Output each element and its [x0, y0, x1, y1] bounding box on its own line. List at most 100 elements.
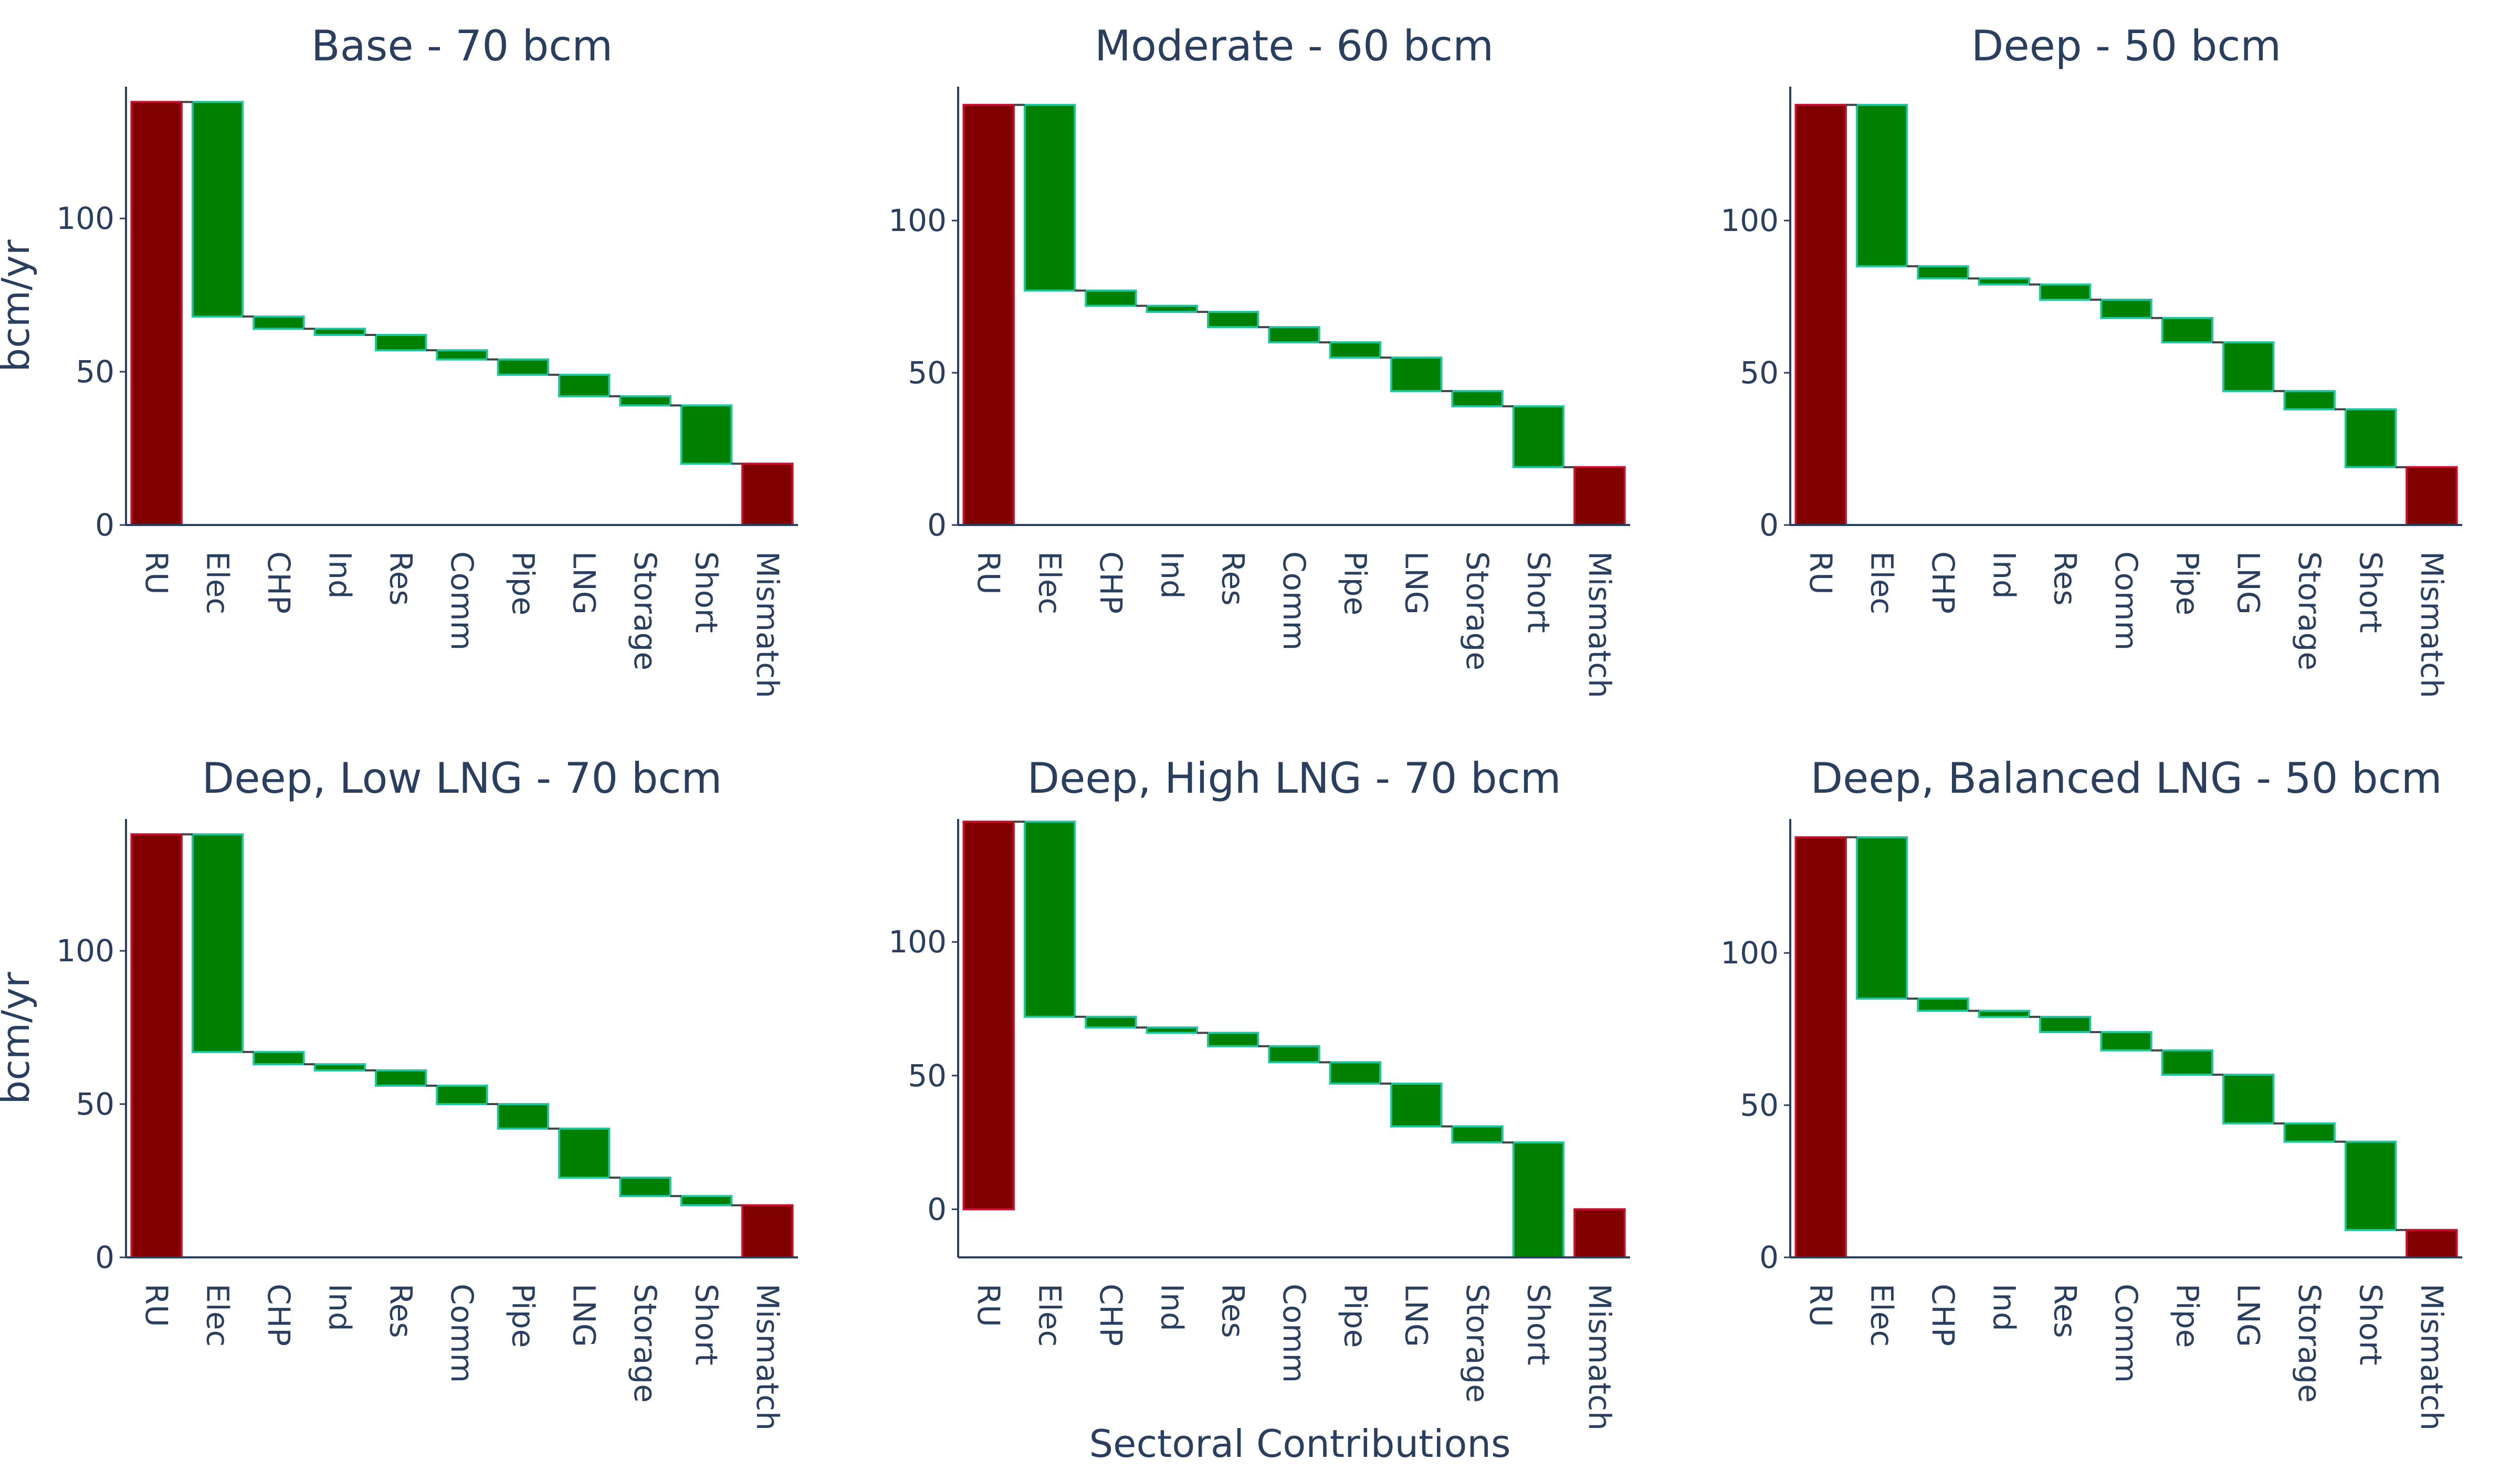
x-tick-label: Short [2353, 551, 2388, 633]
total-bar [1794, 836, 1847, 1258]
total-bar [1794, 103, 1847, 526]
decrease-bar [1855, 836, 1908, 1000]
decrease-bar [2161, 1049, 2214, 1076]
total-bar [741, 1204, 794, 1259]
chart-title: Base - 70 bcm [311, 22, 613, 70]
decrease-bar [2039, 1015, 2092, 1033]
decrease-bar [2100, 298, 2152, 319]
x-tick-label: Ind [1986, 551, 2022, 599]
x-tick-label: LNG [2231, 551, 2266, 615]
total-bar [741, 463, 794, 527]
decrease-bar [2039, 283, 2092, 301]
decrease-bar [1390, 1083, 1443, 1128]
chart-title: Moderate - 60 bcm [1095, 22, 1494, 70]
x-tick-label: Mismatch [750, 1284, 785, 1431]
x-tick-label: Ind [1986, 1284, 2022, 1331]
x-tick-label: Short [688, 551, 724, 633]
chart-panels: Base - 70 bcm bcm/yr 0 50 100 RU Elec CHP Ind Res… [0, 22, 2462, 1431]
decrease-bar [1978, 277, 2030, 286]
total-bar [962, 103, 1015, 526]
x-tick-label: Elec [1864, 1284, 1900, 1347]
decrease-bar [1206, 1032, 1259, 1047]
x-tick-label: Mismatch [1582, 551, 1618, 698]
decrease-bar [2222, 341, 2275, 392]
x-tick-label: Ind [1154, 551, 1190, 599]
decrease-bar [1023, 103, 1076, 292]
x-tick-label: Comm [2108, 551, 2144, 650]
x-tick-label: Mismatch [1582, 1284, 1618, 1431]
y-tick-label: 0 [927, 507, 947, 543]
y-tick-label: 0 [95, 1240, 114, 1275]
x-tick-label: RU [139, 1284, 174, 1327]
x-tick-label: RU [139, 551, 174, 595]
chart-panel: Base - 70 bcm bcm/yr 0 50 100 RU Elec CHP Ind Res… [0, 22, 798, 698]
x-tick-label: LNG [1399, 1284, 1434, 1347]
x-tick-label: LNG [2231, 1284, 2266, 1347]
x-tick-label: CHP [1093, 1284, 1129, 1346]
decrease-bar [2161, 317, 2214, 344]
y-tick-label: 0 [927, 1191, 947, 1227]
x-tick-label: Elec [1032, 551, 1068, 614]
total-bar [2406, 466, 2458, 527]
decrease-bar [1146, 1026, 1198, 1034]
x-tick-label: Elec [1032, 1284, 1068, 1347]
decrease-bar [1329, 1061, 1382, 1085]
x-tick-label: Elec [1864, 551, 1900, 614]
x-tick-label: Short [688, 1284, 724, 1366]
y-tick-label: 0 [95, 507, 114, 543]
x-tick-label: Storage [2292, 1284, 2327, 1403]
total-bar [130, 833, 183, 1258]
x-tick-label: Pipe [2169, 551, 2205, 615]
chart-panel: Deep - 50 bcm 0 50 100 RU Elec CHP Ind Res Comm Pi… [1720, 22, 2462, 698]
decrease-bar [1023, 821, 1076, 1018]
chart-panel: Deep, Low LNG - 70 bcm bcm/yr 0 50 100 RU Elec… [0, 754, 798, 1431]
chart-panel: Moderate - 60 bcm 0 50 100 RU Elec CHP Ind Res Co… [888, 22, 1630, 698]
chart-title: Deep - 50 bcm [1971, 22, 2281, 70]
x-tick-label: Mismatch [2414, 551, 2450, 698]
x-tick-label: Ind [322, 551, 358, 599]
x-tick-label: RU [971, 1284, 1006, 1327]
y-tick-label: 50 [76, 354, 114, 390]
decrease-bar [1085, 289, 1137, 307]
x-tick-label: Pipe [1337, 1284, 1373, 1348]
x-tick-label: Short [1520, 1284, 1556, 1366]
y-tick-label: 100 [888, 924, 947, 960]
decrease-bar [253, 1051, 305, 1066]
decrease-bar [1512, 1141, 1565, 1259]
decrease-bar [1451, 1125, 1504, 1144]
decrease-bar [313, 1063, 366, 1072]
y-axis-title: bcm/yr [0, 239, 38, 372]
decrease-bar [558, 1127, 611, 1179]
decrease-bar [619, 395, 671, 407]
y-tick-label: 100 [1720, 935, 1779, 971]
x-tick-label: Storage [2292, 551, 2327, 670]
decrease-bar [2222, 1074, 2275, 1125]
decrease-bar [1085, 1015, 1137, 1029]
x-tick-label: CHP [261, 551, 297, 614]
chart-title: Deep, Low LNG - 70 bcm [202, 754, 722, 803]
x-tick-label: LNG [566, 1284, 602, 1347]
x-tick-label: Res [2048, 551, 2083, 606]
y-tick-label: 50 [1740, 1087, 1779, 1123]
decrease-bar [1917, 265, 1969, 280]
decrease-bar [1329, 341, 1382, 359]
x-tick-label: Pipe [2169, 1284, 2205, 1348]
x-tick-label: LNG [1399, 551, 1434, 615]
chart-panel: Deep, Balanced LNG - 50 bcm 0 50 100 RU Elec C… [1720, 754, 2462, 1431]
x-tick-label: Comm [1276, 1284, 1312, 1383]
decrease-bar [1978, 1010, 2030, 1018]
x-tick-label: Elec [200, 551, 236, 614]
x-tick-label: CHP [261, 1284, 297, 1346]
y-tick-label: 50 [908, 1058, 947, 1094]
y-tick-label: 100 [1720, 203, 1779, 238]
decrease-bar [497, 1103, 550, 1130]
y-tick-label: 50 [76, 1086, 114, 1122]
chart-title: Deep, Balanced LNG - 50 bcm [1810, 754, 2442, 803]
decrease-bar [436, 1085, 488, 1106]
decrease-bar [2100, 1031, 2152, 1052]
decrease-bar [680, 404, 733, 465]
decrease-bar [497, 358, 550, 376]
x-tick-label: Res [2048, 1284, 2083, 1338]
decrease-bar [2283, 390, 2336, 411]
x-tick-label: Res [383, 551, 419, 606]
